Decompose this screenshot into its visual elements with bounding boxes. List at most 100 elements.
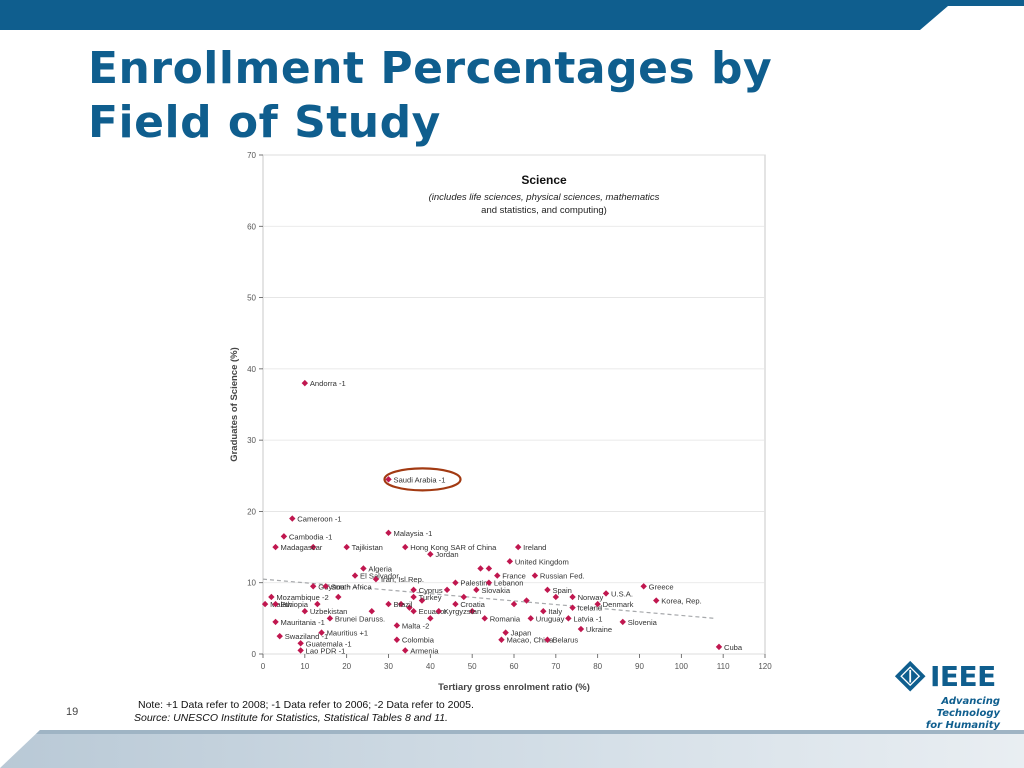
data-point-label: Norway	[578, 593, 604, 602]
data-point-label: Cameroon -1	[297, 515, 341, 524]
bottom-banner	[0, 730, 1024, 768]
data-point	[510, 600, 518, 608]
x-tick-label: 40	[426, 662, 435, 671]
data-point-label: Lao PDR -1	[306, 646, 346, 655]
x-tick-label: 100	[675, 662, 689, 671]
data-point	[602, 590, 610, 597]
tagline-line-1: Advancing Technology	[936, 696, 1000, 719]
ieee-tagline: Advancing Technology for Humanity	[896, 696, 1000, 732]
data-point-label: Algeria	[368, 564, 392, 573]
data-point	[502, 629, 509, 636]
y-tick-label: 10	[247, 579, 256, 588]
data-point	[297, 640, 304, 647]
y-tick-label: 30	[247, 436, 256, 445]
x-tick-label: 110	[717, 662, 730, 671]
data-point-label: Turkey	[419, 593, 442, 602]
data-point-label: Slovenia	[628, 618, 658, 627]
data-point	[640, 583, 647, 590]
scatter-chart: 0 10 20 30 40 50 60 70 0 10 20 30 40 50 60 70 80 90 100 110…	[220, 148, 780, 696]
data-point	[410, 593, 417, 601]
data-point-label: Italy	[548, 607, 562, 616]
data-point	[280, 533, 288, 540]
slide-title: Enrollment Percentages by Field of Study	[88, 43, 773, 148]
data-point-label: Mozambique -2	[276, 593, 328, 602]
data-point-label: Iran, Isl.Rep.	[381, 575, 424, 584]
data-point-label: Uruguay	[536, 614, 565, 623]
data-point	[402, 543, 409, 551]
data-point-label: Colombia	[402, 636, 435, 645]
data-point-label: Brunei Daruss.	[335, 614, 385, 623]
top-banner	[0, 0, 1024, 30]
ieee-diamond-logo-icon	[894, 660, 926, 692]
data-point-label: Japan	[511, 629, 532, 638]
data-point-label: Mauritius +1	[327, 629, 369, 638]
data-point	[322, 583, 329, 590]
x-tick-label: 120	[758, 662, 772, 671]
data-point-label: Macao, China	[506, 636, 554, 645]
y-tick-label: 60	[247, 222, 256, 231]
data-point	[318, 629, 325, 636]
data-point-label: El Salvador	[360, 572, 399, 581]
trend-line	[262, 578, 715, 619]
data-point-label: Spain	[552, 586, 571, 595]
data-point-label: Andorra -1	[310, 379, 346, 388]
data-point	[477, 565, 484, 572]
chart-note: Note: +1 Data refer to 2008; -1 Data ref…	[138, 699, 474, 711]
y-tick-label: 40	[247, 365, 256, 374]
chart-subtitle-line-2: and statistics, and computing)	[481, 205, 607, 216]
x-tick-label: 70	[551, 662, 560, 671]
y-tick-label: 50	[247, 294, 256, 303]
chart-source: Source: UNESCO Institute for Statistics,…	[134, 712, 448, 724]
x-tick-label: 30	[384, 662, 393, 671]
data-point	[452, 600, 459, 608]
data-point-label: Tajikistan	[352, 543, 383, 552]
chart-title: Science	[521, 173, 567, 187]
data-point	[368, 608, 375, 615]
x-tick-label: 0	[261, 662, 266, 671]
x-tick-label: 50	[468, 662, 477, 671]
data-point	[406, 604, 413, 611]
data-point	[314, 600, 321, 608]
tagline-line-2: for Humanity	[925, 720, 1000, 731]
data-point-label: Russian Fed.	[540, 572, 585, 581]
data-point	[494, 572, 501, 579]
data-point-label: Saudi Arabia -1	[394, 475, 446, 484]
data-point	[310, 543, 317, 551]
data-point-label: Cambodia -1	[289, 532, 332, 541]
data-point-label: Malta -2	[402, 621, 429, 630]
data-point-label: Greece	[649, 582, 674, 591]
data-point-label: Guatemala -1	[306, 639, 352, 648]
data-point-label: Armenia	[410, 646, 439, 655]
data-point-label: Malaysia -1	[394, 529, 433, 538]
data-point-label: Iceland	[578, 604, 603, 613]
data-point	[460, 593, 467, 601]
data-point-label: U.S.A.	[611, 589, 633, 598]
data-point	[272, 543, 279, 551]
data-point-label: Uzbekistan	[310, 607, 348, 616]
data-point	[385, 476, 392, 483]
data-point-label: Palestine	[460, 579, 491, 588]
y-tick-label: 0	[252, 650, 257, 659]
data-point-label: France	[502, 572, 526, 581]
data-point-label: Ethiopia	[281, 600, 309, 609]
data-point	[385, 600, 392, 608]
x-tick-label: 10	[300, 662, 309, 671]
data-point-label: Romania	[490, 614, 521, 623]
data-point-label: Korea, Rep.	[661, 597, 702, 606]
data-point-label: Brazil	[394, 600, 413, 609]
data-point	[514, 543, 522, 551]
chart-subtitle-line-1: (includes life sciences, physical scienc…	[429, 192, 660, 203]
data-point	[351, 572, 359, 579]
data-point-label: Slovakia	[481, 586, 510, 595]
data-point	[485, 565, 493, 572]
data-point-label: Guyana	[318, 582, 345, 591]
y-tick-label: 20	[247, 507, 256, 516]
data-point-label: Jordan	[435, 550, 458, 559]
slide-number: 19	[66, 706, 79, 718]
data-point	[360, 565, 367, 572]
data-point	[569, 593, 576, 601]
data-point-label: Latvia -1	[573, 614, 602, 623]
data-point	[272, 600, 279, 608]
data-point	[261, 600, 269, 608]
data-point	[372, 575, 380, 583]
